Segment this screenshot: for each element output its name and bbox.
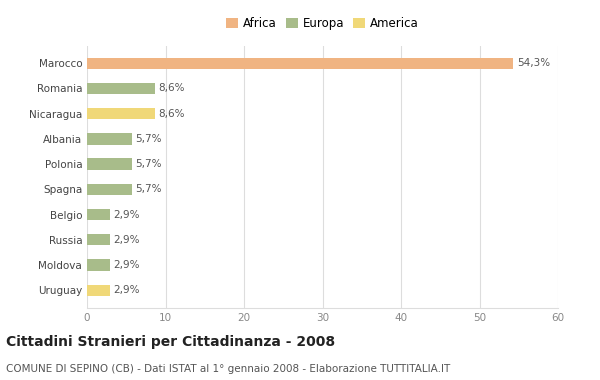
Bar [87, 285, 110, 296]
Bar [87, 259, 110, 271]
Bar [87, 184, 132, 195]
Text: 2,9%: 2,9% [113, 260, 140, 270]
Legend: Africa, Europa, America: Africa, Europa, America [221, 12, 424, 35]
Bar [87, 209, 110, 220]
Text: 2,9%: 2,9% [113, 235, 140, 245]
Text: 2,9%: 2,9% [113, 209, 140, 220]
Text: Cittadini Stranieri per Cittadinanza - 2008: Cittadini Stranieri per Cittadinanza - 2… [6, 335, 335, 349]
Text: 2,9%: 2,9% [113, 285, 140, 295]
Text: COMUNE DI SEPINO (CB) - Dati ISTAT al 1° gennaio 2008 - Elaborazione TUTTITALIA.: COMUNE DI SEPINO (CB) - Dati ISTAT al 1°… [6, 364, 450, 374]
Text: 8,6%: 8,6% [158, 109, 185, 119]
Text: 8,6%: 8,6% [158, 84, 185, 93]
Text: 5,7%: 5,7% [136, 134, 162, 144]
Bar [87, 83, 155, 94]
Text: 5,7%: 5,7% [136, 159, 162, 169]
Bar [87, 57, 513, 69]
Text: 54,3%: 54,3% [517, 58, 550, 68]
Bar [87, 133, 132, 144]
Text: 5,7%: 5,7% [136, 184, 162, 194]
Bar [87, 158, 132, 170]
Bar [87, 234, 110, 245]
Bar [87, 108, 155, 119]
